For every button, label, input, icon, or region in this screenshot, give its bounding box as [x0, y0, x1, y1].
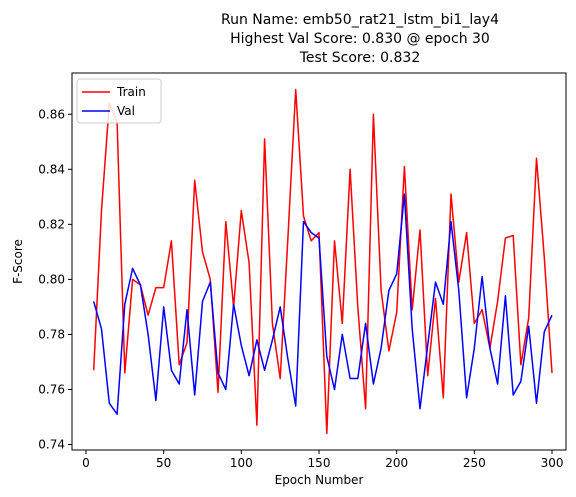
- chart-title: Run Name: emb50_rat21_lstm_bi1_lay4 Highe…: [221, 12, 499, 66]
- legend-box: [76, 78, 162, 124]
- series-line-val: [92, 193, 553, 415]
- y-tick-label: 0.78: [38, 327, 65, 341]
- y-tick-label: 0.82: [38, 217, 65, 231]
- x-axis-ticks: 0 50 100 150 200 250 300: [82, 450, 563, 470]
- legend-label: Train: [116, 85, 146, 99]
- y-tick-label: 0.84: [38, 162, 65, 176]
- x-axis-label: Epoch Number: [275, 473, 364, 487]
- title-line: Highest Val Score: 0.830 @ epoch 30: [230, 31, 490, 47]
- y-axis-label: F-Score: [11, 239, 25, 284]
- y-axis-ticks: 0.74 0.76 0.78 0.80 0.82 0.84 0.86: [38, 107, 72, 451]
- y-tick-label: 0.76: [38, 382, 65, 396]
- x-tick-label: 50: [156, 456, 171, 470]
- plot-frame: [71, 72, 567, 451]
- legend: Train Val: [76, 78, 162, 124]
- plot-lines: [92, 88, 553, 435]
- x-tick-label: 150: [308, 456, 331, 470]
- y-tick-label: 0.74: [38, 437, 65, 451]
- legend-label: Val: [117, 104, 135, 118]
- series-line-train: [92, 88, 553, 435]
- y-tick-label: 0.86: [38, 107, 65, 121]
- x-tick-label: 300: [541, 456, 564, 470]
- title-line: Test Score: 0.832: [299, 50, 420, 66]
- x-tick-label: 100: [230, 456, 253, 470]
- x-tick-label: 200: [385, 456, 408, 470]
- x-tick-label: 0: [82, 456, 90, 470]
- y-tick-label: 0.80: [38, 272, 65, 286]
- title-line: Run Name: emb50_rat21_lstm_bi1_lay4: [221, 12, 499, 28]
- x-tick-label: 250: [463, 456, 486, 470]
